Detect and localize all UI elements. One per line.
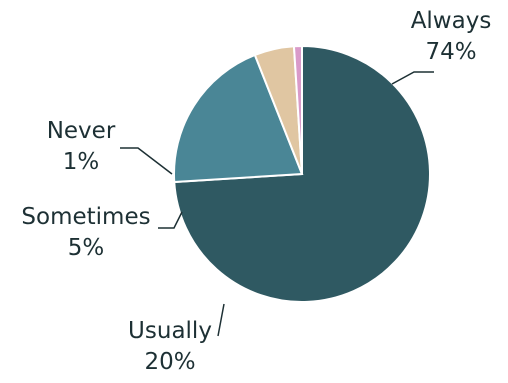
leader-line-usually — [217, 303, 225, 337]
label-usually-value: 20% — [144, 349, 196, 375]
leader-lines — [120, 71, 434, 337]
leader-line-always — [391, 71, 434, 85]
label-sometimes-value: 5% — [67, 235, 105, 261]
pie-slice-usually — [173, 53, 304, 184]
label-sometimes: Sometimes 5% — [6, 202, 166, 264]
label-always-name: Always — [410, 8, 492, 34]
pie-slice-never — [292, 44, 303, 175]
label-usually-name: Usually — [128, 318, 212, 344]
label-never-value: 1% — [62, 149, 100, 175]
leader-line-sometimes — [158, 211, 183, 229]
label-always: Always 74% — [395, 6, 507, 68]
label-never: Never 1% — [26, 116, 136, 178]
leader-line-never — [120, 147, 173, 175]
pie-slices — [173, 44, 431, 303]
label-sometimes-name: Sometimes — [21, 204, 151, 230]
label-usually: Usually 20% — [108, 316, 232, 378]
label-always-value: 74% — [425, 39, 477, 65]
label-never-name: Never — [46, 118, 116, 144]
